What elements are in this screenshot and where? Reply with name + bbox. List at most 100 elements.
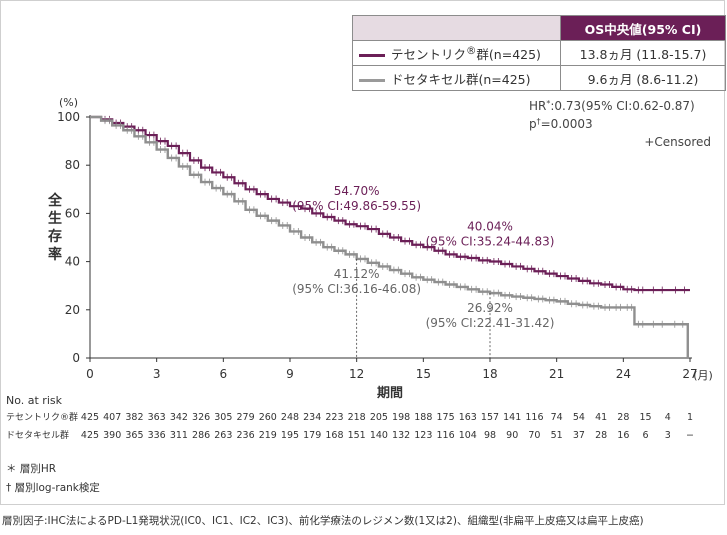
y-tick-label: 80 [65, 158, 80, 172]
risk-value: 116 [525, 412, 543, 423]
p-value: p†=0.0003 [529, 117, 593, 132]
risk-value: 365 [125, 430, 143, 441]
annotation-ci: (95% CI:49.86-59.55) [292, 199, 421, 213]
figure-frame [0, 0, 725, 505]
censor-marks [104, 115, 685, 328]
risk-value: 286 [192, 430, 210, 441]
risk-value: 248 [281, 412, 299, 423]
x-tick-label: 3 [153, 367, 161, 381]
risk-value: 175 [436, 412, 454, 423]
risk-value: 198 [392, 412, 410, 423]
risk-value: 1 [687, 412, 693, 423]
risk-row-label: ドセタキセル群 [6, 429, 69, 441]
risk-value: 218 [348, 412, 366, 423]
y-tick-label: 40 [65, 255, 80, 269]
legend-median-docetaxel: 9.6ヵ月 (8.6-11.2) [560, 65, 726, 91]
y-tick-label: 100 [57, 110, 80, 124]
risk-value: 116 [436, 430, 454, 441]
y-tick-label: 60 [65, 206, 80, 220]
x-tick-label: 15 [416, 367, 431, 381]
risk-value: 390 [103, 430, 121, 441]
risk-value: 90 [506, 430, 518, 441]
risk-value: 326 [192, 412, 210, 423]
legend-swatch-docetaxel [359, 78, 385, 82]
risk-value: 205 [370, 412, 388, 423]
censored-label: +Censored [644, 135, 711, 149]
risk-value: 15 [640, 412, 652, 423]
legend-row-docetaxel: ドセタキセル群(n=425) 9.6ヵ月 (8.6-11.2) [352, 65, 726, 91]
risk-value: 151 [348, 430, 366, 441]
risk-value: 141 [503, 412, 521, 423]
risk-value: 236 [236, 430, 254, 441]
survival-curve-atezolizumab [90, 115, 690, 292]
x-tick-label: 0 [86, 367, 94, 381]
risk-value: 223 [325, 412, 343, 423]
x-unit: (月) [693, 369, 713, 382]
risk-value: 234 [303, 412, 321, 423]
risk-value: 168 [325, 430, 343, 441]
risk-table: No. at risk テセントリク®群 425 407 382 363 342 326 305… [6, 394, 694, 441]
x-axis-label: 期間 [377, 386, 403, 401]
risk-value: 6 [643, 430, 649, 441]
risk-value: 305 [214, 412, 232, 423]
risk-value: 16 [617, 430, 629, 441]
axis-ticks [86, 115, 692, 362]
annotations: 54.70%(95% CI:49.86-59.55)40.04%(95% CI:… [292, 184, 554, 358]
annotation-value: 41.12% [334, 267, 380, 281]
risk-value: 51 [551, 430, 563, 441]
risk-value: 104 [459, 430, 477, 441]
risk-value: 54 [573, 412, 585, 423]
risk-value: 70 [528, 430, 540, 441]
legend-swatch-atezolizumab [359, 53, 385, 57]
risk-value: 37 [573, 430, 585, 441]
risk-value: 336 [148, 430, 166, 441]
risk-value: 98 [484, 430, 496, 441]
x-tick-label: 18 [482, 367, 497, 381]
legend-name-docetaxel: ドセタキセル群(n=425) [391, 71, 531, 87]
note-stratified-logrank: † 層別log-rank検定 [6, 481, 100, 494]
risk-value: 4 [665, 412, 671, 423]
annotation-ci: (95% CI:36.16-46.08) [292, 282, 421, 296]
risk-value: 123 [414, 430, 432, 441]
y-tick-label: 0 [72, 351, 80, 365]
risk-value: 179 [303, 430, 321, 441]
annotation-value: 26.92% [467, 301, 513, 315]
risk-value: 28 [595, 430, 607, 441]
x-tick-label: 6 [220, 367, 228, 381]
note-stratified-hr: ＊ 層別HR [6, 463, 56, 475]
survival-curves [90, 115, 690, 358]
x-tick-label: 9 [286, 367, 294, 381]
risk-value: − [686, 430, 694, 441]
median-os-legend-table: OS中央値(95% CI) テセントリク®群(n=425) 13.8ヵ月 (11… [352, 15, 726, 91]
annotation-ci: (95% CI:22.41-31.42) [426, 316, 555, 330]
risk-value: 363 [148, 412, 166, 423]
risk-row-label: テセントリク®群 [6, 411, 78, 423]
risk-value: 407 [103, 412, 121, 423]
risk-value: 382 [125, 412, 143, 423]
risk-value: 260 [259, 412, 277, 423]
hazard-ratio: HR*:0.73(95% CI:0.62-0.87) [529, 99, 695, 114]
legend-median-atezolizumab: 13.8ヵ月 (11.8-15.7) [560, 40, 726, 66]
risk-value: 28 [617, 412, 629, 423]
risk-value: 263 [214, 430, 232, 441]
risk-value: 425 [81, 412, 99, 423]
x-tick-label: 12 [349, 367, 364, 381]
risk-value: 132 [392, 430, 410, 441]
x-tick-label: 27 [682, 367, 697, 381]
y-unit: (%) [59, 96, 78, 109]
y-tick-label: 20 [65, 303, 80, 317]
risk-value: 163 [459, 412, 477, 423]
annotation-value: 40.04% [467, 220, 513, 234]
x-tick-label: 21 [549, 367, 564, 381]
legend-name-atezolizumab: テセントリク®群(n=425) [391, 44, 541, 62]
risk-value: 342 [170, 412, 188, 423]
stratification-footnote: 層別因子:IHC法によるPD-L1発現状況(IC0、IC1、IC2、IC3)、前… [2, 515, 644, 527]
risk-value: 279 [236, 412, 254, 423]
risk-value: 188 [414, 412, 432, 423]
survival-curve-docetaxel [90, 115, 689, 358]
risk-value: 425 [81, 430, 99, 441]
risk-value: 74 [551, 412, 563, 423]
tick-labels: 0 3 6 9 12 15 18 21 24 27 0 20 40 60 80 100 [57, 110, 698, 381]
risk-value: 219 [259, 430, 277, 441]
risk-value: 157 [481, 412, 499, 423]
